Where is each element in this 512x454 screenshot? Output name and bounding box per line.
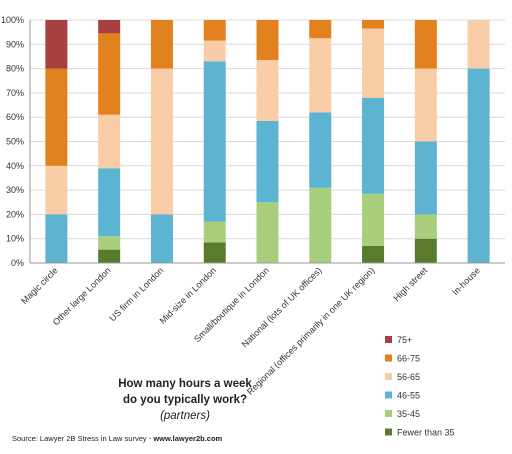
bar-segment	[203, 61, 226, 222]
y-tick-label: 60%	[6, 112, 24, 122]
x-tick-label: US firm in London	[107, 265, 165, 323]
x-tick-label: Mid-size in London	[158, 265, 218, 325]
bar-segment	[45, 214, 68, 263]
bar-segment	[467, 20, 490, 69]
bar-segment	[309, 187, 332, 263]
bar-segment	[414, 141, 437, 215]
x-tick-label: Other large London	[51, 265, 113, 327]
bar-segment	[256, 202, 279, 263]
legend-swatch	[385, 336, 392, 343]
bars	[45, 20, 490, 263]
y-tick-label: 20%	[6, 209, 24, 219]
bar-segment	[256, 60, 279, 121]
legend-label: 66-75	[397, 354, 420, 364]
bar-segment	[98, 33, 121, 115]
chart-subtitle: (partners)	[160, 410, 210, 422]
bar-segment	[362, 245, 385, 263]
bar-segment	[203, 20, 226, 41]
chart-title-line-2: do you typically work?	[123, 394, 247, 406]
bar-segment	[98, 114, 121, 169]
bar-segment	[362, 20, 385, 29]
y-tick-label: 50%	[6, 137, 24, 147]
title-block: How many hours a week do you typically w…	[118, 378, 252, 422]
y-tick-label: 70%	[6, 88, 24, 98]
chart-source: Source: Lawyer 2B Stress in Law survey -…	[12, 434, 223, 443]
legend-swatch	[385, 373, 392, 380]
y-tick-label: 90%	[6, 39, 24, 49]
bar-segment	[98, 168, 121, 237]
x-tick-label: In-house	[450, 265, 482, 297]
bar-segment	[256, 20, 279, 61]
y-tick-label: 30%	[6, 185, 24, 195]
chart-source-url: www.lawyer2b.com	[152, 434, 222, 443]
legend-swatch	[385, 391, 392, 399]
bar-segment	[362, 28, 385, 98]
bar-segment	[45, 165, 68, 215]
chart-source-text: Source: Lawyer 2B Stress in Law survey -	[12, 434, 153, 443]
bar-segment	[203, 242, 226, 263]
bar-segment	[414, 20, 437, 69]
bar-segment	[362, 97, 385, 194]
bar-segment	[414, 214, 437, 239]
bar-segment	[309, 112, 332, 188]
bar-segment	[309, 38, 332, 113]
bar-segment	[150, 214, 173, 263]
chart-title-line-1: How many hours a week	[118, 378, 252, 390]
y-tick-label: 100%	[1, 15, 24, 25]
bar-segment	[309, 20, 332, 39]
legend-swatch	[385, 354, 392, 362]
bar-segment	[362, 193, 385, 246]
bar-segment	[467, 68, 490, 263]
bar-segment	[150, 20, 173, 69]
legend-label: 56-65	[397, 372, 420, 382]
legend-label: 35-45	[397, 409, 420, 419]
x-tick-label: High street	[391, 265, 429, 303]
bar-segment	[414, 68, 437, 142]
legend-swatch	[385, 428, 392, 436]
y-tick-label: 10%	[6, 234, 24, 244]
bar-segment	[98, 236, 121, 250]
y-tick-label: 80%	[6, 64, 24, 74]
bar-segment	[98, 20, 121, 34]
legend-label: Fewer than 35	[397, 428, 455, 438]
y-tick-label: 0%	[11, 258, 24, 268]
y-tick-label: 40%	[6, 161, 24, 171]
x-tick-label: Magic circle	[19, 265, 60, 306]
legend-swatch	[385, 410, 392, 417]
bar-segment	[414, 238, 437, 263]
legend-label: 75+	[397, 335, 412, 345]
bar-segment	[45, 68, 68, 166]
bar-segment	[98, 249, 121, 263]
bar-segment	[203, 40, 226, 62]
legend: 75+ 66-75 56-65 46-55 35-45 Fewer than 35	[385, 335, 455, 438]
bar-segment	[45, 20, 68, 69]
bar-segment	[256, 120, 279, 203]
bar-segment	[203, 221, 226, 243]
bar-segment	[150, 68, 173, 215]
legend-label: 46-55	[397, 391, 420, 401]
